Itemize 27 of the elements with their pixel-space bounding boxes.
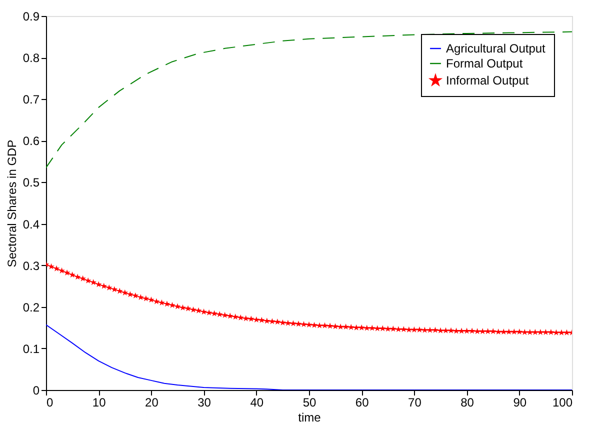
x-tick-label: 30 bbox=[198, 396, 212, 410]
x-tick-label: 40 bbox=[250, 396, 264, 410]
legend-label: Formal Output bbox=[446, 56, 524, 70]
y-tick-label: 0.7 bbox=[22, 92, 40, 107]
x-tick-label: 60 bbox=[355, 396, 370, 410]
legend-label: Informal Output bbox=[446, 74, 530, 88]
legend-label: Agricultural Output bbox=[446, 42, 546, 56]
line-series bbox=[46, 31, 572, 168]
x-tick-label: 100 bbox=[552, 396, 573, 410]
x-tick-label: 0 bbox=[46, 396, 54, 410]
x-tick-label: 10 bbox=[92, 396, 106, 410]
x-axis-title: time bbox=[298, 410, 322, 424]
y-tick-label: 0.4 bbox=[22, 217, 40, 232]
y-tick-label: 0.1 bbox=[22, 342, 40, 356]
y-tick-label: 0.6 bbox=[22, 134, 40, 148]
y-tick-label: 0.8 bbox=[22, 51, 40, 66]
y-tick-label: 0.3 bbox=[22, 258, 40, 273]
x-tick-label: 20 bbox=[145, 396, 159, 410]
y-tick-label: 0.2 bbox=[22, 300, 40, 314]
y-tick-label: 0 bbox=[32, 384, 40, 398]
y-axis-title: Sectoral Shares in GDP bbox=[4, 140, 19, 268]
x-tick-label: 80 bbox=[460, 396, 474, 410]
y-tick-label: 0.9 bbox=[22, 10, 40, 24]
x-tick-label: 50 bbox=[302, 396, 316, 410]
y-tick-label: 0.5 bbox=[22, 176, 40, 190]
x-tick-label: 90 bbox=[513, 396, 527, 410]
x-tick-label: 70 bbox=[408, 396, 422, 410]
